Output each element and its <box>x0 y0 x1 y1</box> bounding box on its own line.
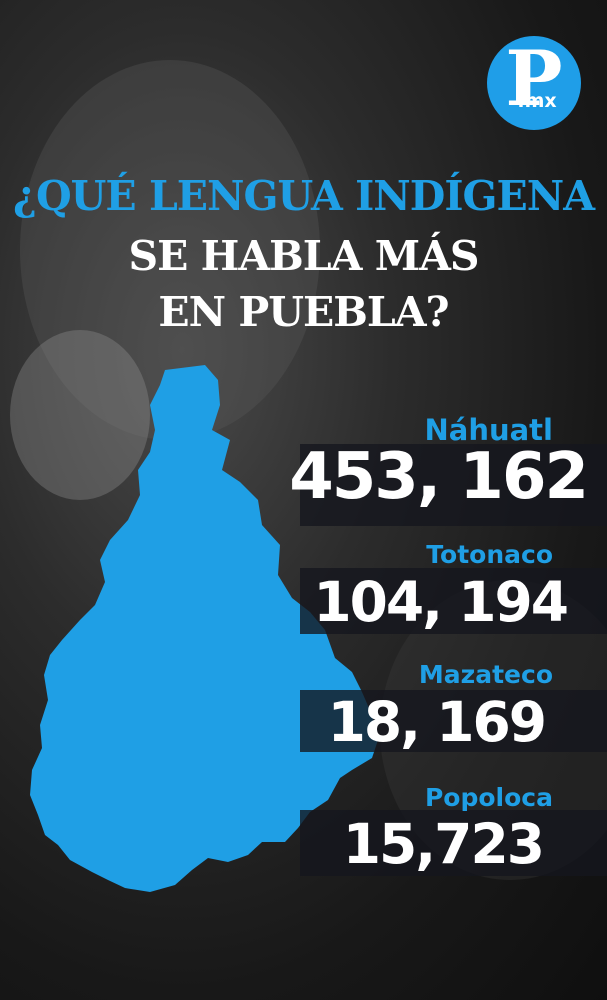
band-mazateco <box>300 690 607 752</box>
title-line-2: SE HABLA MÁS <box>128 232 479 280</box>
p-mx-logo-icon: P .mx <box>487 36 581 130</box>
speaker-count: 18, 169 <box>327 690 547 754</box>
speaker-count: 104, 194 <box>313 570 569 634</box>
band-popoloca <box>300 810 607 876</box>
language-name: Náhuatl <box>424 413 553 447</box>
title-line-3: EN PUEBLA? <box>158 288 449 336</box>
language-name: Mazateco <box>418 660 553 689</box>
speaker-count: 453, 162 <box>289 440 589 514</box>
language-name: Popoloca <box>424 783 553 812</box>
background-figure-child <box>10 330 150 500</box>
speaker-count: 15,723 <box>342 812 545 876</box>
logo-suffix: .mx <box>517 90 557 112</box>
title-line-1: ¿QUÉ LENGUA INDÍGENA <box>12 172 595 220</box>
language-name: Totonaco <box>426 540 553 569</box>
band-totonaco <box>300 568 607 634</box>
band-nahuatl <box>300 444 607 526</box>
logo-letter: P <box>505 34 563 123</box>
